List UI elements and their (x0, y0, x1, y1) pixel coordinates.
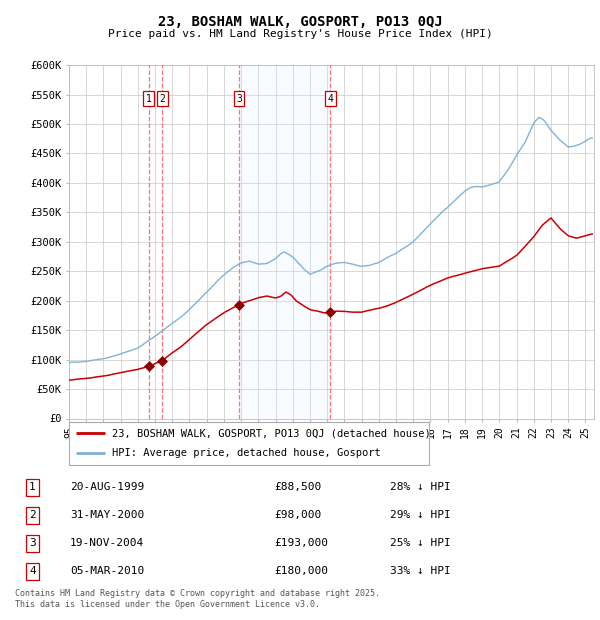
Text: 29% ↓ HPI: 29% ↓ HPI (391, 510, 451, 520)
Text: 3: 3 (236, 94, 242, 104)
Text: 33% ↓ HPI: 33% ↓ HPI (391, 567, 451, 577)
Text: 05-MAR-2010: 05-MAR-2010 (70, 567, 145, 577)
Text: 4: 4 (327, 94, 333, 104)
Text: £180,000: £180,000 (274, 567, 328, 577)
Text: 28% ↓ HPI: 28% ↓ HPI (391, 482, 451, 492)
Text: £193,000: £193,000 (274, 538, 328, 548)
Text: HPI: Average price, detached house, Gosport: HPI: Average price, detached house, Gosp… (112, 448, 381, 458)
Text: 31-MAY-2000: 31-MAY-2000 (70, 510, 145, 520)
Text: 2: 2 (159, 94, 165, 104)
Text: 1: 1 (29, 482, 36, 492)
Text: £88,500: £88,500 (274, 482, 321, 492)
Text: 2: 2 (29, 510, 36, 520)
Text: 4: 4 (29, 567, 36, 577)
Text: 19-NOV-2004: 19-NOV-2004 (70, 538, 145, 548)
FancyBboxPatch shape (69, 422, 429, 465)
Text: 25% ↓ HPI: 25% ↓ HPI (391, 538, 451, 548)
Bar (239, 65, 330, 418)
Text: £98,000: £98,000 (274, 510, 321, 520)
Text: 23, BOSHAM WALK, GOSPORT, PO13 0QJ: 23, BOSHAM WALK, GOSPORT, PO13 0QJ (158, 16, 442, 30)
Text: 20-AUG-1999: 20-AUG-1999 (70, 482, 145, 492)
Text: Contains HM Land Registry data © Crown copyright and database right 2025.
This d: Contains HM Land Registry data © Crown c… (15, 590, 380, 609)
Text: Price paid vs. HM Land Registry's House Price Index (HPI): Price paid vs. HM Land Registry's House … (107, 29, 493, 39)
Text: 3: 3 (29, 538, 36, 548)
Text: 1: 1 (146, 94, 152, 104)
Text: 23, BOSHAM WALK, GOSPORT, PO13 0QJ (detached house): 23, BOSHAM WALK, GOSPORT, PO13 0QJ (deta… (112, 428, 431, 438)
